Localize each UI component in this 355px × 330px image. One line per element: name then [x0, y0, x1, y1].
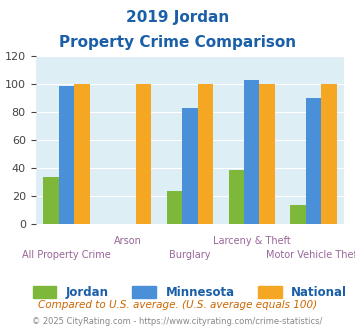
Text: Property Crime Comparison: Property Crime Comparison: [59, 35, 296, 50]
Bar: [321, 84, 337, 224]
Bar: [244, 80, 260, 224]
Bar: [59, 85, 74, 224]
Bar: [167, 191, 182, 224]
Text: © 2025 CityRating.com - https://www.cityrating.com/crime-statistics/: © 2025 CityRating.com - https://www.city…: [32, 317, 323, 326]
Bar: [182, 108, 198, 224]
Text: Burglary: Burglary: [169, 250, 211, 260]
Bar: [74, 84, 89, 224]
Bar: [260, 84, 275, 224]
Bar: [43, 177, 59, 224]
Text: Arson: Arson: [114, 236, 142, 246]
Bar: [136, 84, 151, 224]
Legend: Jordan, Minnesota, National: Jordan, Minnesota, National: [28, 281, 352, 303]
Text: 2019 Jordan: 2019 Jordan: [126, 10, 229, 25]
Text: Motor Vehicle Theft: Motor Vehicle Theft: [266, 250, 355, 260]
Text: Compared to U.S. average. (U.S. average equals 100): Compared to U.S. average. (U.S. average …: [38, 300, 317, 310]
Bar: [229, 170, 244, 224]
Bar: [290, 205, 306, 224]
Bar: [198, 84, 213, 224]
Text: All Property Crime: All Property Crime: [22, 250, 111, 260]
Text: Larceny & Theft: Larceny & Theft: [213, 236, 291, 246]
Bar: [306, 98, 321, 224]
